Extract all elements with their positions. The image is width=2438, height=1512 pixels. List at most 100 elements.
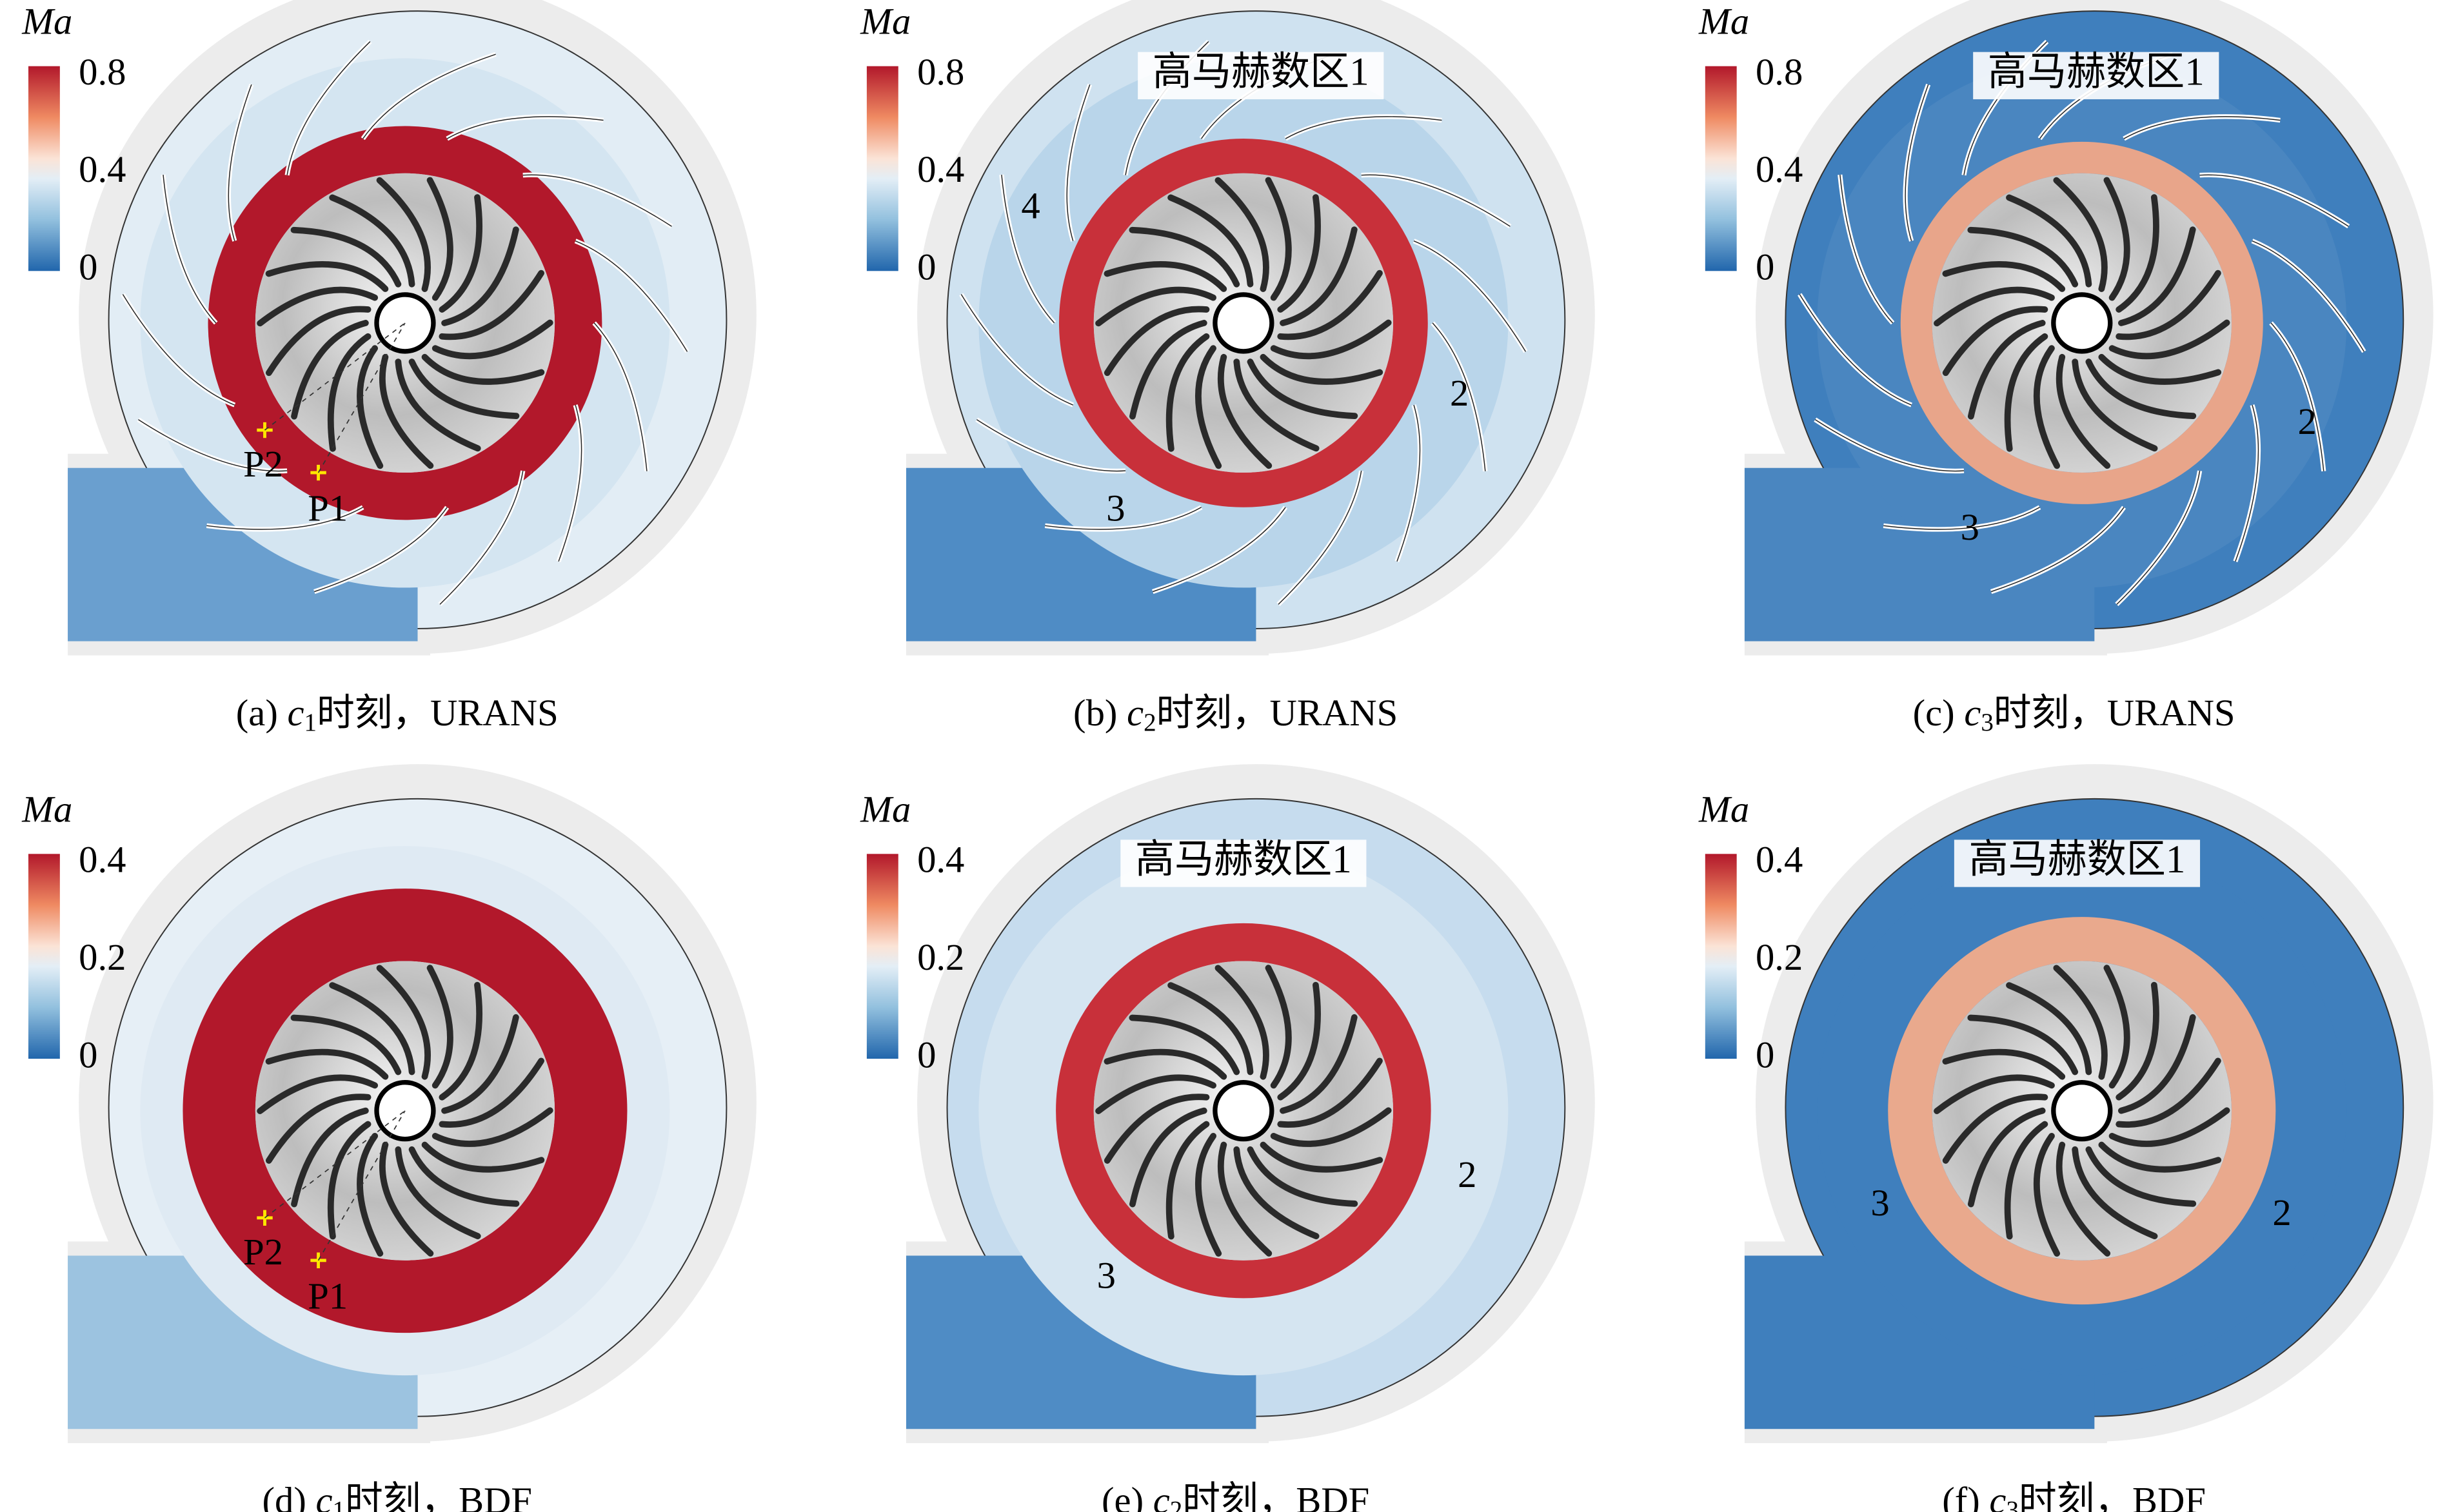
caption-subscript: 2 bbox=[1170, 1497, 1183, 1512]
high-mach-ring bbox=[1900, 141, 2263, 504]
caption-subscript: 1 bbox=[304, 709, 317, 736]
impeller-blade bbox=[265, 1094, 372, 1164]
impeller-blade bbox=[1967, 1107, 2046, 1208]
impeller-blade bbox=[1165, 333, 1210, 452]
impeller-blade bbox=[426, 177, 453, 301]
vane-edge bbox=[1278, 471, 1362, 605]
impeller-blade bbox=[1260, 353, 1383, 385]
caption: (c) c3时刻，URANS bbox=[1913, 692, 2235, 736]
caption-label: (d) bbox=[262, 1480, 315, 1512]
high-mach-ring bbox=[1058, 139, 1428, 507]
colorbar-title: Ma bbox=[1698, 1, 1749, 43]
colorbar-title: Ma bbox=[860, 788, 911, 830]
vane-edge bbox=[1285, 116, 1442, 139]
caption: (e) c2时刻，BDF bbox=[1102, 1480, 1369, 1512]
caption-variable: c bbox=[1989, 1480, 2006, 1512]
impeller-blade bbox=[441, 1014, 519, 1114]
impeller-blade bbox=[265, 261, 389, 292]
vane-edge bbox=[1396, 404, 1421, 562]
vane-edge bbox=[2252, 241, 2364, 352]
probe-line bbox=[264, 1110, 406, 1219]
impeller-blade bbox=[2085, 358, 2197, 419]
impeller-blade bbox=[2053, 965, 2108, 1080]
annotation: 4 bbox=[1021, 184, 1040, 226]
impeller-blade bbox=[1967, 1014, 2079, 1075]
annotation-box bbox=[1954, 839, 2201, 887]
high-mach-ring bbox=[208, 126, 602, 520]
colorbar bbox=[866, 854, 898, 1059]
zone-label: 高马赫数区1 bbox=[1135, 838, 1352, 881]
impeller-blade bbox=[1247, 1146, 1358, 1207]
impeller-blade bbox=[431, 319, 553, 360]
impeller-blade bbox=[376, 965, 431, 1080]
colorbar-tick-label: 0 bbox=[1756, 1034, 1774, 1075]
impeller-blade bbox=[357, 1133, 384, 1257]
caption-suffix: 时刻，URANS bbox=[1156, 692, 1398, 734]
vane-edge bbox=[522, 174, 672, 227]
impeller-blade bbox=[2103, 965, 2130, 1089]
impeller-blade bbox=[1942, 306, 2048, 377]
panel: Ma0.4 0.2 0 P2 P1 (d) c1时刻，BDF bbox=[21, 764, 757, 1512]
impeller-blade bbox=[329, 194, 415, 288]
annotation: P1 bbox=[308, 1275, 348, 1317]
impeller-blade bbox=[1280, 1014, 1358, 1114]
impeller-blade bbox=[1277, 270, 1383, 340]
vane-edge bbox=[1990, 507, 2125, 593]
impeller-blade bbox=[1129, 320, 1207, 420]
vane-edge bbox=[1001, 174, 1055, 324]
colorbar bbox=[28, 66, 60, 271]
vane-edge bbox=[1839, 174, 1894, 324]
caption-label: (b) bbox=[1073, 692, 1127, 734]
colorbar-title: Ma bbox=[860, 1, 911, 43]
impeller-blade bbox=[1167, 194, 1254, 288]
caption-subscript: 1 bbox=[333, 1497, 346, 1512]
impeller-blade bbox=[1270, 1107, 1392, 1147]
impeller-blade bbox=[1260, 1141, 1383, 1173]
impeller-blade bbox=[395, 1146, 481, 1239]
annotation: 2 bbox=[1450, 372, 1469, 414]
impeller-blade bbox=[395, 358, 481, 452]
impeller-blade bbox=[1247, 358, 1358, 419]
impeller-blade bbox=[1233, 1146, 1320, 1239]
caption-suffix: 时刻，URANS bbox=[1994, 692, 2235, 734]
colorbar-title: Ma bbox=[1698, 788, 1749, 830]
annotation: P1 bbox=[308, 487, 348, 529]
impeller-blade bbox=[2116, 270, 2221, 340]
impeller-blade bbox=[1270, 319, 1392, 360]
impeller-blade bbox=[376, 177, 431, 292]
impeller-blade bbox=[379, 353, 434, 469]
colorbar-tick-label: 0 bbox=[79, 1034, 97, 1075]
hub bbox=[2051, 292, 2113, 354]
vane-edge bbox=[362, 54, 496, 139]
annotation: P2 bbox=[243, 443, 283, 485]
impeller-blade bbox=[1095, 1074, 1216, 1114]
impeller-blade bbox=[291, 1107, 369, 1208]
impeller-blade bbox=[2098, 1141, 2222, 1173]
colorbar-tick-label: 0 bbox=[1756, 246, 1774, 288]
colorbar-tick-label: 0.8 bbox=[917, 51, 964, 93]
annotation: 2 bbox=[1458, 1154, 1476, 1195]
impeller-blade bbox=[439, 1057, 544, 1128]
annotation-box bbox=[1138, 52, 1384, 99]
vane-edge bbox=[1799, 294, 1912, 406]
colorbar-tick-label: 0.4 bbox=[1756, 838, 1803, 880]
impeller-blade bbox=[439, 981, 483, 1101]
colorbar-tick-label: 0.4 bbox=[79, 838, 126, 880]
impeller-blade bbox=[265, 1048, 389, 1080]
caption-variable: c bbox=[1127, 692, 1144, 734]
impeller-blade bbox=[2033, 1133, 2061, 1257]
impeller-blade bbox=[379, 1141, 434, 1257]
vane-edge bbox=[960, 294, 1073, 406]
impeller-blade bbox=[2108, 319, 2230, 360]
vane-edge bbox=[1152, 507, 1286, 593]
impeller-blade bbox=[357, 345, 384, 469]
impeller-blade bbox=[2056, 353, 2111, 469]
caption-subscript: 3 bbox=[1981, 709, 1994, 736]
annotation: 3 bbox=[1870, 1182, 1889, 1224]
colorbar-tick-label: 0.2 bbox=[1756, 936, 1803, 978]
annotation: 3 bbox=[1097, 1255, 1116, 1297]
annotation: 2 bbox=[2298, 400, 2317, 442]
